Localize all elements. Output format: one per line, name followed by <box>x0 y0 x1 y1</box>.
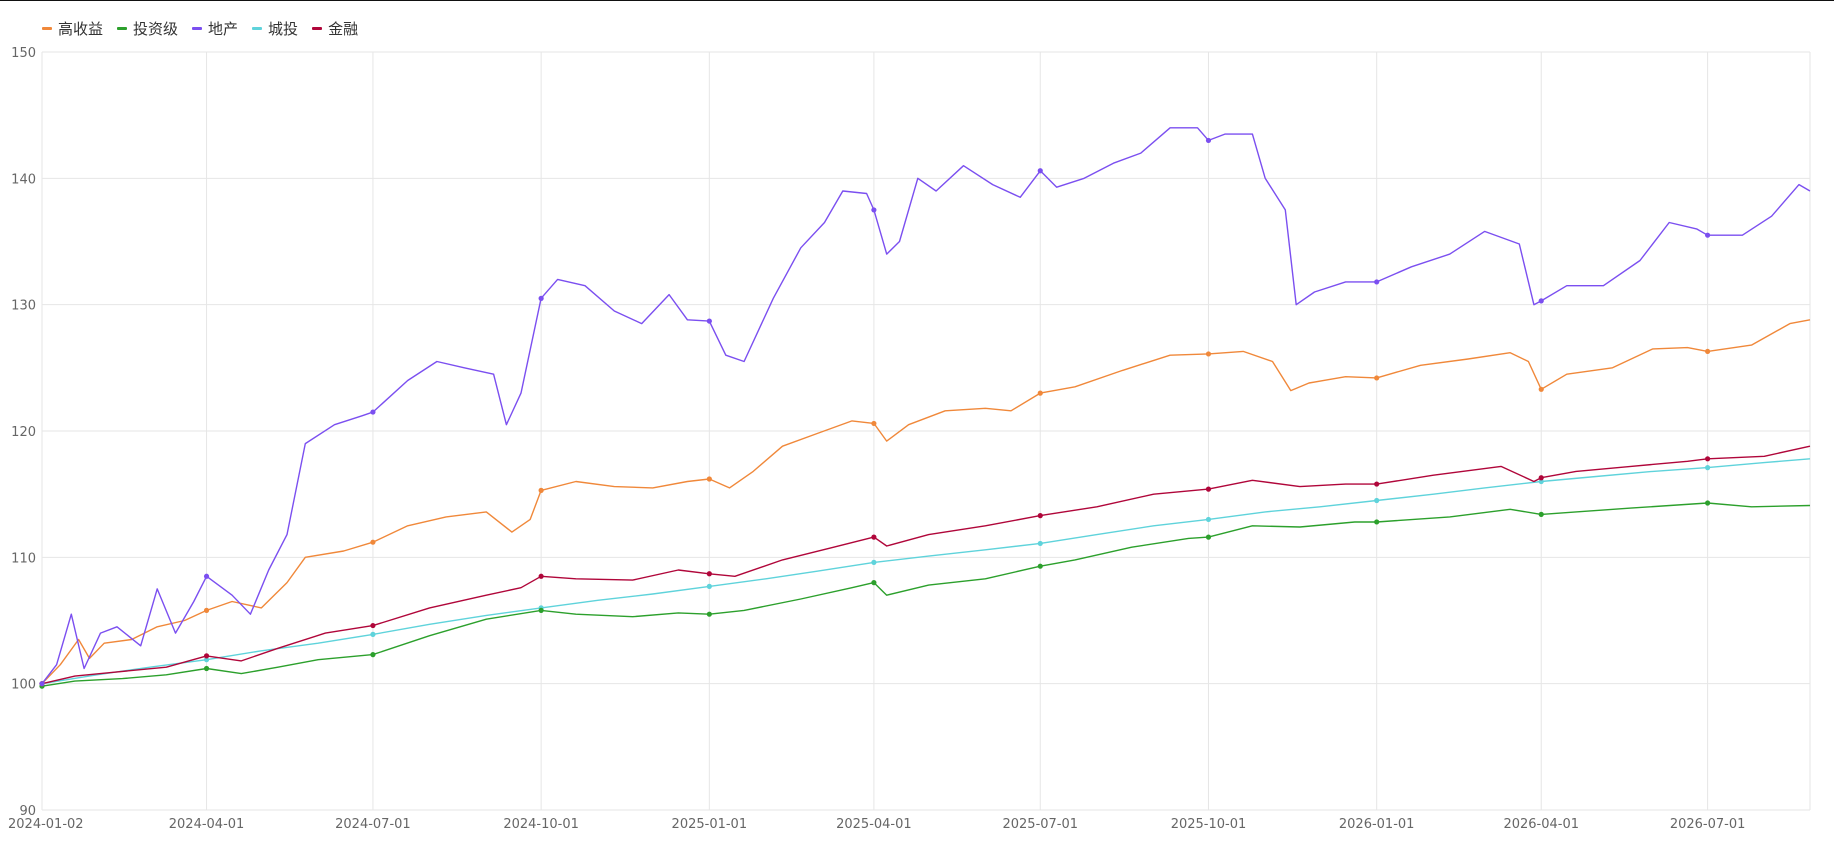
point-2-69[interactable] <box>1538 298 1544 304</box>
point-3-21[interactable] <box>1205 516 1212 523</box>
point-4-12[interactable] <box>538 573 544 579</box>
point-1-37[interactable] <box>1705 500 1711 506</box>
point-4-31[interactable] <box>1374 481 1380 487</box>
x-tick-label-2: 2024-07-01 <box>335 817 411 832</box>
legend-swatch-1 <box>117 27 128 30</box>
legend: 高收益 投资级 地产 城投 金融 <box>42 18 358 39</box>
point-1-31[interactable] <box>1374 519 1380 525</box>
point-0-14[interactable] <box>370 539 376 545</box>
point-1-8[interactable] <box>370 652 376 658</box>
y-tick-label-3: 120 <box>11 425 36 440</box>
legend-label-4: 金融 <box>328 20 359 38</box>
point-3-6[interactable] <box>370 631 376 637</box>
point-0-31[interactable] <box>871 420 877 427</box>
series-line-4[interactable] <box>41 445 1811 685</box>
y-tick-label-0: 90 <box>19 804 36 819</box>
point-4-16[interactable] <box>706 571 712 577</box>
legend-item-1[interactable]: 投资级 <box>117 18 178 39</box>
legend-label-3: 城投 <box>268 20 299 38</box>
point-3-3[interactable] <box>203 657 210 663</box>
legend-item-3[interactable]: 城投 <box>252 18 298 39</box>
x-tick-label-3: 2024-10-01 <box>503 817 579 832</box>
point-2-0[interactable] <box>39 681 45 687</box>
legend-label-1: 投资级 <box>133 20 179 38</box>
y-tick-label-4: 130 <box>11 299 36 314</box>
point-1-27[interactable] <box>1205 534 1212 540</box>
legend-swatch-4 <box>312 27 323 30</box>
legend-swatch-2 <box>192 27 203 30</box>
series-line-2[interactable] <box>41 127 1811 685</box>
point-2-55[interactable] <box>1205 137 1212 144</box>
point-1-34[interactable] <box>1538 511 1544 517</box>
point-0-20[interactable] <box>538 487 544 493</box>
point-1-4[interactable] <box>203 665 210 672</box>
point-4-8[interactable] <box>370 622 376 629</box>
point-4-4[interactable] <box>203 653 210 659</box>
point-2-63[interactable] <box>1374 279 1380 285</box>
point-2-75[interactable] <box>1705 232 1711 238</box>
legend-swatch-3 <box>252 27 263 30</box>
point-4-35[interactable] <box>1538 475 1544 481</box>
point-2-25[interactable] <box>538 295 544 301</box>
point-0-8[interactable] <box>203 607 210 613</box>
point-3-15[interactable] <box>871 559 877 565</box>
x-tick-label-7: 2025-10-01 <box>1171 817 1247 832</box>
y-tick-label-1: 100 <box>11 678 36 693</box>
point-1-23[interactable] <box>1037 563 1043 569</box>
x-tick-label-9: 2026-04-01 <box>1503 817 1579 832</box>
series-line-1[interactable] <box>41 502 1811 687</box>
point-3-27[interactable] <box>1538 478 1544 485</box>
point-2-40[interactable] <box>871 207 877 213</box>
y-axis-labels: 90 100 110 120 130 140 150 <box>11 46 36 819</box>
series-lines <box>41 127 1811 687</box>
legend-label-0: 高收益 <box>58 20 104 38</box>
point-4-27[interactable] <box>1205 486 1212 492</box>
point-4-20[interactable] <box>871 534 877 540</box>
point-4-39[interactable] <box>1705 456 1711 462</box>
top-border <box>0 0 1834 1</box>
point-2-48[interactable] <box>1037 168 1043 174</box>
y-tick-label-5: 140 <box>11 172 36 187</box>
x-tick-label-4: 2025-01-01 <box>672 817 748 832</box>
point-0-57[interactable] <box>1705 348 1711 355</box>
series-line-0[interactable] <box>41 319 1811 685</box>
legend-label-2: 地产 <box>208 20 239 38</box>
y-tick-label-2: 110 <box>11 551 36 566</box>
x-tick-label-1: 2024-04-01 <box>169 817 245 832</box>
x-tick-label-5: 2025-04-01 <box>836 817 912 832</box>
point-2-32[interactable] <box>706 318 712 324</box>
legend-swatch-0 <box>42 27 52 30</box>
point-3-30[interactable] <box>1705 465 1711 471</box>
x-axis-labels: 2024-01-02 2024-04-01 2024-07-01 2024-10-01… <box>8 817 1745 832</box>
legend-item-0[interactable]: 高收益 <box>42 18 103 39</box>
series-line-3[interactable] <box>41 458 1811 685</box>
x-tick-label-6: 2025-07-01 <box>1002 817 1078 832</box>
legend-item-4[interactable]: 金融 <box>312 18 358 39</box>
y-tick-label-6: 150 <box>11 46 36 61</box>
point-1-15[interactable] <box>706 611 712 617</box>
point-1-11[interactable] <box>538 607 544 613</box>
point-0-41[interactable] <box>1205 351 1212 357</box>
point-0-37[interactable] <box>1037 390 1043 396</box>
point-0-47[interactable] <box>1374 375 1380 381</box>
point-0-52[interactable] <box>1538 386 1544 392</box>
x-tick-label-0: 2024-01-02 <box>8 817 84 832</box>
point-3-12[interactable] <box>706 583 712 589</box>
point-0-25[interactable] <box>706 476 712 482</box>
legend-item-2[interactable]: 地产 <box>192 18 238 39</box>
grid <box>41 51 1811 811</box>
point-2-18[interactable] <box>370 409 376 415</box>
x-tick-label-10: 2026-07-01 <box>1670 817 1746 832</box>
point-3-24[interactable] <box>1374 497 1380 504</box>
x-tick-label-8: 2026-01-01 <box>1339 817 1415 832</box>
point-2-10[interactable] <box>203 573 210 579</box>
point-1-19[interactable] <box>871 580 877 586</box>
series-markers <box>39 137 1711 689</box>
point-4-24[interactable] <box>1037 513 1043 519</box>
point-3-18[interactable] <box>1037 540 1043 547</box>
